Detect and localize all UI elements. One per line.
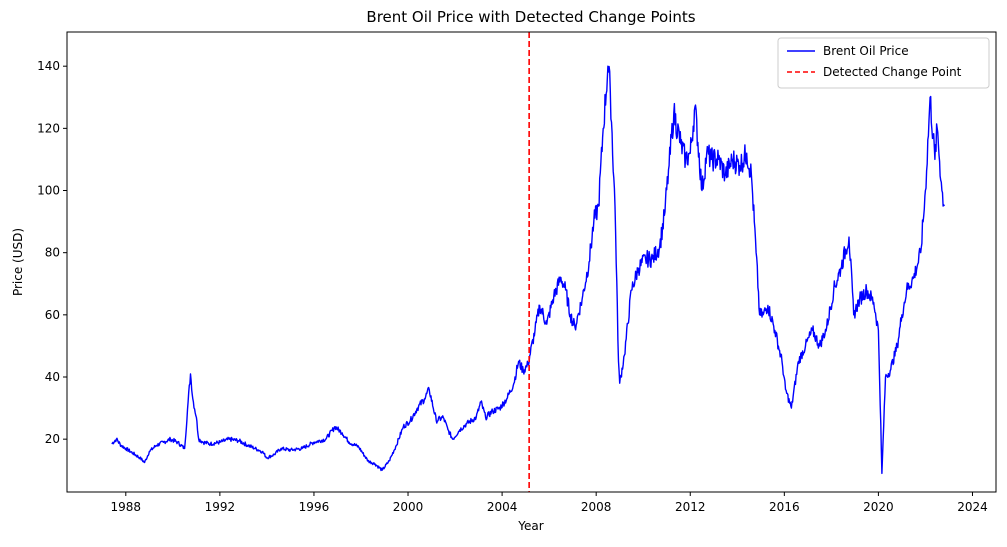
x-tick-label: 2004 [487,500,518,514]
x-tick-label: 2012 [675,500,706,514]
x-tick-label: 2000 [393,500,424,514]
legend-label-change: Detected Change Point [823,65,962,79]
x-tick-label: 1992 [205,500,236,514]
plot-area [111,32,945,492]
y-axis-label: Price (USD) [11,228,25,296]
y-tick-label: 60 [45,308,60,322]
x-tick-label: 2008 [581,500,612,514]
x-tick-label: 1996 [299,500,330,514]
series-line [111,65,945,475]
y-tick-label: 20 [45,432,60,446]
x-tick-label: 2024 [957,500,988,514]
y-tick-label: 80 [45,246,60,260]
y-tick-label: 120 [37,121,60,135]
legend-box [777,37,990,89]
x-tick-label: 2020 [863,500,894,514]
legend-label-price: Brent Oil Price [823,44,909,58]
axes-frame [66,31,997,493]
axis-ticks: 1988 1992 1996 2000 2004 2008 2012 2016 2020 2024… [37,59,988,514]
legend: Brent Oil Price Detected Change Point [777,37,990,89]
chart-title: Brent Oil Price with Detected Change Poi… [366,8,695,26]
y-tick-label: 140 [37,59,60,73]
x-tick-label: 1988 [111,500,142,514]
x-axis-label: Year [517,519,543,533]
y-tick-label: 100 [37,184,60,198]
x-tick-label: 2016 [769,500,800,514]
y-tick-label: 40 [45,370,60,384]
